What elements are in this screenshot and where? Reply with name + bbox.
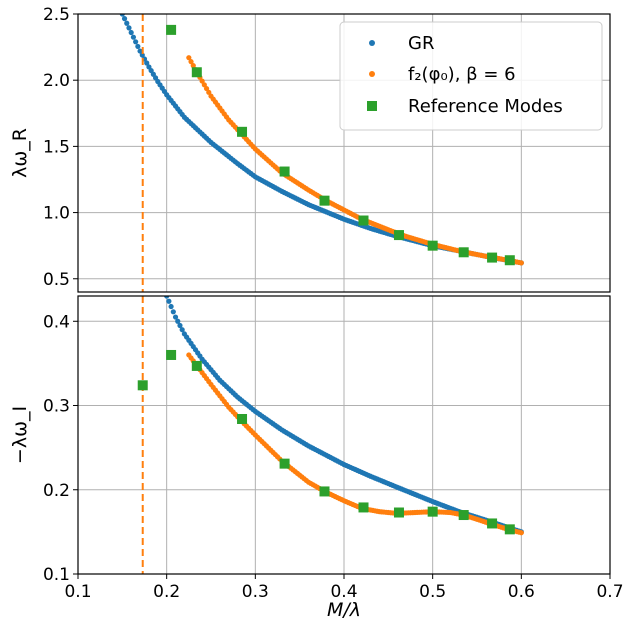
bottom-gr-point (170, 309, 176, 315)
bottom-ref-point-2 (191, 360, 202, 371)
legend-gr-label: GR (408, 33, 434, 54)
xtick-label-5: 0.6 (508, 582, 535, 602)
legend-f2-marker (369, 71, 375, 77)
top-f2-point (190, 63, 196, 69)
x-axis: 0.1 0.2 0.3 0.4 0.5 0.6 0.7 (64, 574, 624, 602)
bottom-gr-point (175, 318, 181, 324)
legend-ref-label: Reference Modes (408, 96, 563, 117)
bottom-ytick-label-1: 0.2 (43, 481, 70, 501)
legend: GR f₂(φ₀), β = 6 Reference Modes (339, 21, 603, 131)
bottom-ref-point-5 (319, 486, 330, 497)
bottom-f2-series (186, 352, 524, 536)
top-ref-point-1 (191, 67, 202, 78)
top-f2-point (518, 260, 524, 266)
top-gr-point (144, 60, 150, 66)
top-f2-point (199, 78, 205, 84)
top-f2-point (186, 55, 192, 61)
top-gr-point (121, 16, 128, 22)
bottom-ref-point-6 (358, 502, 369, 513)
bottom-gr-point (164, 296, 170, 299)
bottom-ref-series (137, 349, 515, 535)
top-ref-point-5 (358, 215, 369, 226)
top-f2-point (203, 85, 210, 92)
top-ref-point-3 (279, 166, 290, 177)
top-f2-point (206, 89, 212, 95)
top-ref-point-9 (487, 252, 498, 263)
xtick-label-1: 0.2 (153, 582, 180, 602)
xtick-label-4: 0.5 (419, 582, 446, 602)
top-gr-point (128, 29, 134, 36)
bottom-gr-point (168, 303, 174, 310)
bottom-ref-point-3 (237, 413, 248, 424)
top-f2-point (188, 59, 194, 65)
top-gr-point (133, 39, 139, 45)
bottom-ref-point-0 (137, 380, 148, 391)
bottom-ref-point-9 (458, 510, 469, 521)
bottom-y-axis-label: −λω_I (9, 406, 31, 464)
top-gr-point (137, 48, 143, 54)
bottom-ref-point-1 (166, 349, 177, 360)
bottom-ytick-label-3: 0.4 (43, 312, 70, 332)
bottom-ref-point-10 (487, 518, 498, 529)
bottom-gr-point (166, 298, 172, 304)
xtick-label-6: 0.7 (596, 582, 623, 602)
bottom-gr-point (172, 314, 179, 320)
top-frame (77, 13, 611, 293)
top-ref-point-8 (458, 247, 469, 258)
top-ytick-label-1: 1.0 (43, 204, 70, 224)
legend-ref-marker (367, 101, 377, 111)
xtick-label-3: 0.4 (330, 582, 357, 602)
bottom-gr-point (177, 322, 183, 329)
legend-gr-marker (369, 40, 375, 46)
bottom-panel: 0.1 0.2 0.3 0.4 (43, 295, 611, 585)
top-gr-point (124, 20, 130, 26)
top-ytick-label-4: 2.5 (43, 5, 70, 25)
top-ref-point-10 (504, 255, 515, 266)
bottom-ref-point-11 (504, 524, 515, 535)
legend-f2-label: f₂(φ₀), β = 6 (408, 64, 516, 85)
xtick-label-2: 0.3 (242, 582, 269, 602)
bottom-ytick-label-2: 0.3 (43, 397, 70, 417)
top-ref-series (166, 24, 515, 266)
bottom-ref-point-4 (279, 458, 290, 469)
top-gr-point (135, 43, 141, 50)
bottom-gr-series (164, 296, 524, 535)
bottom-ref-point-8 (427, 506, 438, 517)
top-ref-point-4 (319, 195, 330, 206)
top-gr-point (130, 34, 137, 40)
x-axis-label: M/λ (327, 599, 361, 621)
top-ytick-label-0: 0.5 (43, 270, 70, 290)
bottom-ref-point-7 (393, 507, 404, 518)
top-ytick-label-2: 1.5 (43, 137, 70, 157)
bottom-gr-point (179, 327, 185, 333)
top-ref-point-7 (427, 240, 438, 251)
top-gr-point (126, 25, 132, 31)
top-ref-point-2 (237, 126, 248, 137)
top-ref-point-0 (166, 24, 177, 35)
xtick-label-0: 0.1 (64, 582, 91, 602)
top-gr-point (119, 14, 125, 17)
bottom-f2-point (518, 530, 524, 536)
top-y-axis-label: λω_R (9, 128, 31, 178)
top-ref-point-6 (393, 230, 404, 241)
top-f2-point (201, 82, 207, 88)
bottom-ytick-label-0: 0.1 (43, 565, 70, 585)
top-ytick-label-3: 2.0 (43, 71, 70, 91)
